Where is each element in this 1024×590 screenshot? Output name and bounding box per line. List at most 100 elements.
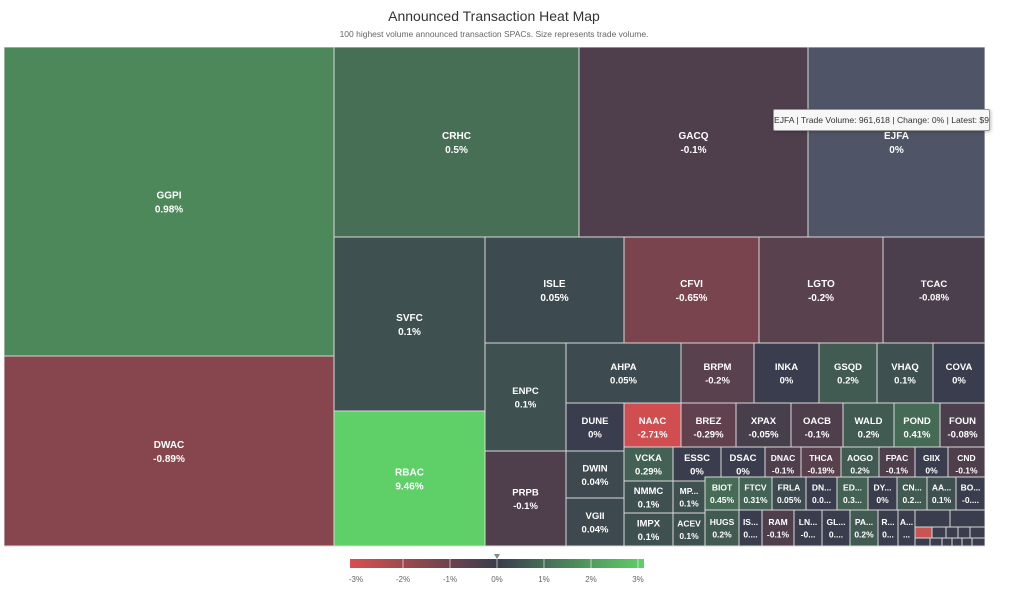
tile-naac[interactable]: NAAC -2.71% bbox=[623, 402, 682, 452]
tile-rect[interactable] bbox=[333, 410, 486, 547]
tile-inka[interactable]: INKA 0% bbox=[753, 342, 820, 404]
tile-rect[interactable] bbox=[758, 236, 884, 344]
tile-bo[interactable]: BO... -0.... bbox=[955, 476, 985, 511]
tile-rect[interactable] bbox=[704, 476, 740, 511]
tile-ftcv[interactable]: FTCV 0.31% bbox=[738, 476, 773, 511]
tile-wald[interactable]: WALD 0.2% bbox=[842, 402, 895, 452]
tile-rect[interactable] bbox=[623, 512, 674, 547]
tile-ln[interactable]: LN... -0... bbox=[793, 509, 823, 547]
tile-small-0[interactable] bbox=[914, 526, 933, 539]
tile-rect[interactable] bbox=[867, 476, 898, 511]
tile-ejfa[interactable]: EJFA 0% bbox=[807, 47, 985, 238]
tile-tcac[interactable]: TCAC -0.08% bbox=[882, 236, 985, 344]
tile-fpac[interactable]: FPAC -0.1% bbox=[878, 446, 916, 482]
tile-rect[interactable] bbox=[623, 236, 760, 344]
tile-foun[interactable]: FOUN -0.08% bbox=[939, 402, 985, 452]
tile-rect[interactable] bbox=[735, 402, 792, 452]
tile-enpc[interactable]: ENPC 0.1% bbox=[484, 342, 567, 452]
tile-rect[interactable] bbox=[939, 402, 985, 452]
tile-rect[interactable] bbox=[805, 476, 838, 511]
tile-rect[interactable] bbox=[565, 342, 682, 404]
tile-small-1[interactable] bbox=[931, 526, 947, 539]
tile-rect[interactable] bbox=[932, 342, 985, 404]
tile-rect[interactable] bbox=[333, 47, 580, 238]
tile-small-2[interactable] bbox=[945, 526, 959, 539]
tile-vcka[interactable]: VCKA 0.29% bbox=[623, 446, 674, 482]
tile-rect[interactable] bbox=[704, 509, 740, 547]
tile-small-5[interactable] bbox=[914, 537, 931, 547]
tile-small-11[interactable] bbox=[914, 509, 951, 528]
tile-rect[interactable] bbox=[897, 509, 916, 547]
tile-aa[interactable]: AA... 0.1% bbox=[926, 476, 957, 511]
tile-rect[interactable] bbox=[807, 47, 985, 238]
tile-rect[interactable] bbox=[720, 446, 766, 482]
tile-rect[interactable] bbox=[790, 402, 844, 452]
tile-dwin[interactable]: DWIN 0.04% bbox=[565, 450, 625, 499]
tile-rect[interactable] bbox=[484, 236, 625, 344]
tile-rect[interactable] bbox=[623, 402, 682, 452]
tile-rect[interactable] bbox=[738, 509, 763, 547]
tile-rect[interactable] bbox=[877, 509, 899, 547]
tile-brez[interactable]: BREZ -0.29% bbox=[680, 402, 737, 452]
tile-rect[interactable] bbox=[955, 476, 985, 511]
tile-ggpi[interactable]: GGPI 0.98% bbox=[4, 47, 335, 357]
tile-rect[interactable] bbox=[793, 509, 823, 547]
tile-small-8[interactable] bbox=[951, 537, 963, 547]
tile-cn[interactable]: CN... 0.2... bbox=[896, 476, 928, 511]
tile-mp[interactable]: MP... 0.1% bbox=[672, 480, 706, 514]
tile-aogo[interactable]: AOGO 0.2% bbox=[840, 446, 880, 482]
tile-thca[interactable]: THCA -0.19% bbox=[800, 446, 842, 482]
tile-dune[interactable]: DUNE 0% bbox=[565, 402, 625, 452]
tile-rect[interactable] bbox=[878, 446, 916, 482]
tile-dn[interactable]: DN... 0.0... bbox=[805, 476, 838, 511]
tile-rect[interactable] bbox=[876, 342, 934, 404]
tile-rect[interactable] bbox=[842, 402, 895, 452]
tile-rect[interactable] bbox=[565, 497, 625, 547]
tile-rect[interactable] bbox=[896, 476, 928, 511]
tile-rect[interactable] bbox=[680, 342, 755, 404]
tile-rect[interactable] bbox=[578, 47, 809, 238]
tile-impx[interactable]: IMPX 0.1% bbox=[623, 512, 674, 547]
tile-rect[interactable] bbox=[484, 450, 567, 547]
tile-nmmc[interactable]: NMMC 0.1% bbox=[623, 480, 674, 514]
tile-rect[interactable] bbox=[672, 446, 722, 482]
tile-dwac[interactable]: DWAC -0.89% bbox=[4, 355, 335, 547]
tile-small-12[interactable] bbox=[949, 509, 985, 528]
tile-dsac[interactable]: DSAC 0% bbox=[720, 446, 766, 482]
tile-rect[interactable] bbox=[565, 450, 625, 499]
tile-a[interactable]: A...... bbox=[897, 509, 916, 547]
tile-rect[interactable] bbox=[926, 476, 957, 511]
tile-small-7[interactable] bbox=[941, 537, 953, 547]
tile-xpax[interactable]: XPAX -0.05% bbox=[735, 402, 792, 452]
tile-rect[interactable] bbox=[680, 402, 737, 452]
tile-acev[interactable]: ACEV 0.1% bbox=[672, 512, 706, 547]
tile-rect[interactable] bbox=[836, 476, 869, 511]
tile-essc[interactable]: ESSC 0% bbox=[672, 446, 722, 482]
tile-rect[interactable] bbox=[893, 402, 941, 452]
tile-svfc[interactable]: SVFC 0.1% bbox=[333, 236, 486, 412]
tile-gsqd[interactable]: GSQD 0.2% bbox=[818, 342, 878, 404]
tile-pa[interactable]: PA... 0.2% bbox=[849, 509, 879, 547]
tile-biot[interactable]: BIOT 0.45% bbox=[704, 476, 740, 511]
tile-gacq[interactable]: GACQ -0.1% bbox=[578, 47, 809, 238]
tile-rbac[interactable]: RBAC 9.46% bbox=[333, 410, 486, 547]
tile-lgto[interactable]: LGTO -0.2% bbox=[758, 236, 884, 344]
tile-ed[interactable]: ED... 0.3... bbox=[836, 476, 869, 511]
tile-r[interactable]: R... 0... bbox=[877, 509, 899, 547]
tile-small-10[interactable] bbox=[971, 537, 985, 547]
tile-rect[interactable] bbox=[4, 47, 335, 357]
tile-isle[interactable]: ISLE 0.05% bbox=[484, 236, 625, 344]
tile-crhc[interactable]: CRHC 0.5% bbox=[333, 47, 580, 238]
tile-rect[interactable] bbox=[882, 236, 985, 344]
tile-rect[interactable] bbox=[818, 342, 878, 404]
tile-gl[interactable]: GL... 0.... bbox=[821, 509, 851, 547]
tile-rect[interactable] bbox=[4, 355, 335, 547]
tile-pond[interactable]: POND 0.41% bbox=[893, 402, 941, 452]
tile-small-4[interactable] bbox=[969, 526, 985, 539]
tile-rect[interactable] bbox=[821, 509, 851, 547]
tile-rect[interactable] bbox=[672, 480, 706, 514]
tile-ahpa[interactable]: AHPA 0.05% bbox=[565, 342, 682, 404]
tile-vgii[interactable]: VGII 0.04% bbox=[565, 497, 625, 547]
tile-small-9[interactable] bbox=[961, 537, 973, 547]
tile-hugs[interactable]: HUGS 0.2% bbox=[704, 509, 740, 547]
